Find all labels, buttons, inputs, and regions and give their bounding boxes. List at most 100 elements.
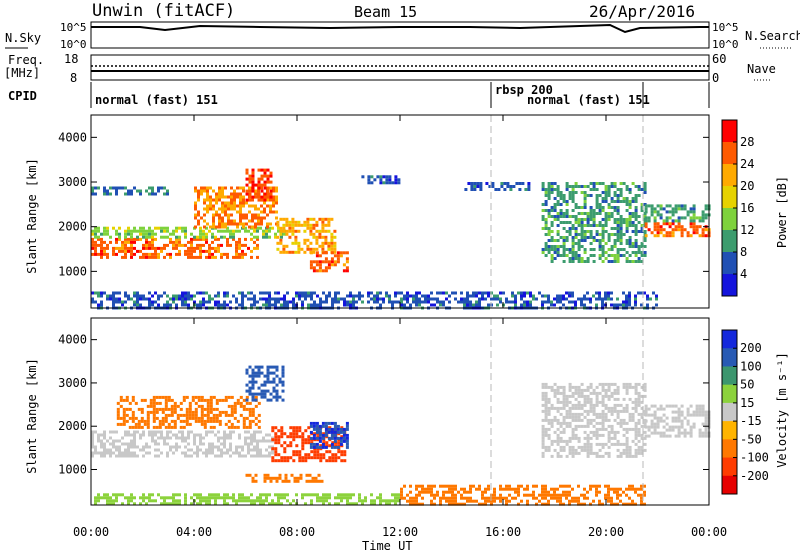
data-cell <box>424 300 427 304</box>
data-cell <box>695 225 699 229</box>
data-cell <box>257 207 260 211</box>
data-cell <box>595 203 599 206</box>
data-cell <box>547 248 551 251</box>
data-cell <box>604 188 608 191</box>
data-cell <box>592 260 596 263</box>
data-cell <box>154 237 157 241</box>
data-cell <box>571 451 575 455</box>
nsky-tick-top: 10^5 <box>60 21 87 34</box>
data-cell <box>532 484 535 488</box>
data-cell <box>583 493 586 497</box>
data-cell <box>148 433 151 437</box>
data-cell <box>644 425 648 429</box>
data-cell <box>568 248 572 251</box>
data-cell <box>197 404 201 408</box>
nsky-label: N.Sky <box>5 31 41 45</box>
data-cell <box>547 421 551 425</box>
data-cell <box>170 425 174 429</box>
data-cell <box>118 451 121 455</box>
data-cell <box>698 428 702 432</box>
data-cell <box>556 439 560 443</box>
data-cell <box>463 300 466 304</box>
data-cell <box>197 195 200 199</box>
data-cell <box>544 418 548 422</box>
data-cell <box>613 239 617 242</box>
data-cell <box>178 237 181 241</box>
data-cell <box>97 226 100 230</box>
data-cell <box>580 406 584 410</box>
data-cell <box>454 297 457 301</box>
data-cell <box>454 291 457 295</box>
data-cell <box>262 229 265 233</box>
x-tick-label: 00:00 <box>73 525 109 539</box>
data-cell <box>640 242 644 245</box>
data-cell <box>281 383 285 387</box>
data-cell <box>547 433 551 437</box>
data-cell <box>263 195 267 199</box>
data-cell <box>316 294 319 298</box>
freq-unit: [MHz] <box>4 66 40 80</box>
data-cell <box>701 216 705 220</box>
data-cell <box>415 499 418 503</box>
data-cell <box>330 427 334 431</box>
data-cell <box>175 237 178 241</box>
data-cell <box>634 397 638 401</box>
data-cell <box>187 436 190 440</box>
data-cell <box>281 368 285 372</box>
data-cell <box>212 219 215 223</box>
data-cell <box>328 496 331 500</box>
data-cell <box>643 230 647 233</box>
data-cell <box>307 294 310 298</box>
data-cell <box>550 418 554 422</box>
data-cell <box>616 251 620 254</box>
data-cell <box>559 439 563 443</box>
data-cell <box>209 416 213 420</box>
data-cell <box>595 291 598 295</box>
data-cell <box>248 204 251 208</box>
data-cell <box>91 442 94 446</box>
data-cell <box>298 426 302 430</box>
data-cell <box>224 210 227 214</box>
data-cell <box>284 473 288 477</box>
data-cell <box>544 194 548 197</box>
data-cell <box>668 210 672 214</box>
data-cell <box>143 398 147 402</box>
data-cell <box>321 223 325 227</box>
data-cell <box>333 254 337 258</box>
date-title: 26/Apr/2016 <box>589 2 695 21</box>
data-cell <box>230 407 234 411</box>
data-cell <box>598 294 601 298</box>
data-cell <box>556 215 560 218</box>
data-cell <box>163 303 166 307</box>
data-cell <box>118 445 121 449</box>
colorbar-swatch <box>722 120 737 143</box>
y-tick-label: 3000 <box>58 376 87 390</box>
data-cell <box>263 171 267 175</box>
data-cell <box>202 243 205 247</box>
data-cell <box>209 395 213 399</box>
data-cell <box>646 294 649 298</box>
data-cell <box>205 499 208 503</box>
data-cell <box>607 454 611 458</box>
data-cell <box>637 245 641 248</box>
data-cell <box>352 294 355 298</box>
data-cell <box>637 188 641 191</box>
data-cell <box>188 410 192 414</box>
data-cell <box>592 499 595 503</box>
data-cell <box>169 255 172 259</box>
data-cell <box>535 297 538 301</box>
data-cell <box>592 406 596 410</box>
data-cell <box>203 225 206 229</box>
data-cell <box>427 484 430 488</box>
data-cell <box>523 487 526 491</box>
data-cell <box>538 493 541 497</box>
data-cell <box>205 300 208 304</box>
data-cell <box>472 303 475 307</box>
data-cell <box>166 430 169 434</box>
data-cell <box>230 204 233 208</box>
data-cell <box>574 415 578 419</box>
data-cell <box>209 186 212 190</box>
data-cell <box>248 180 252 184</box>
data-cell <box>94 502 97 506</box>
data-cell <box>324 427 328 431</box>
